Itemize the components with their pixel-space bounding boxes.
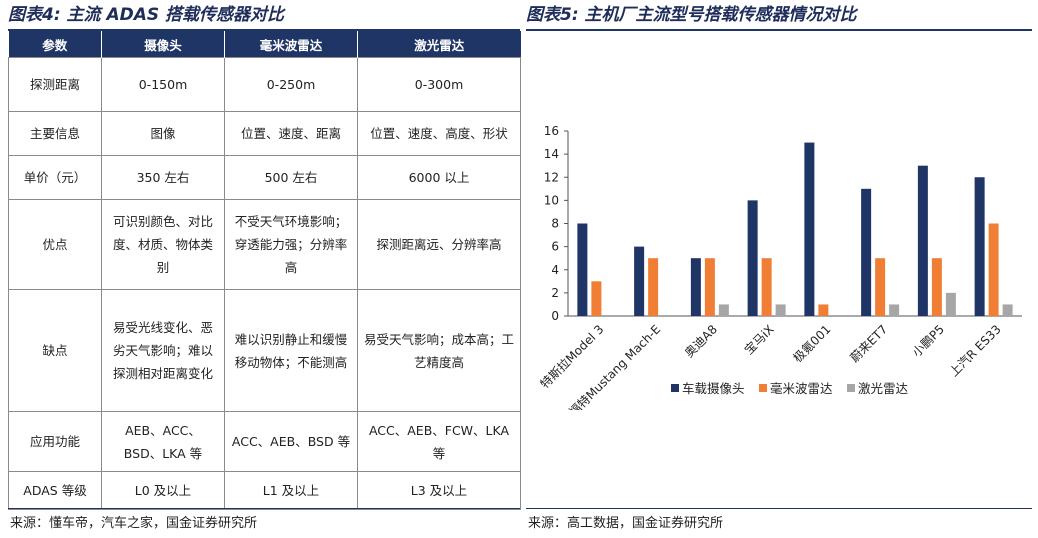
table-row: ADAS 等级 L0 及以上 L1 及以上 L3 及以上 — [8, 471, 521, 510]
header-param: 参数 — [8, 31, 102, 58]
bar — [648, 258, 659, 316]
y-tick-label: 8 — [551, 217, 559, 231]
x-tick-label: 奥迪A8 — [682, 322, 720, 360]
cell-camera: AEB、ACC、BSD、LKA 等 — [101, 411, 225, 472]
bar — [804, 142, 815, 316]
legend-swatch — [759, 384, 767, 392]
bar — [634, 246, 645, 316]
legend-label: 车载摄像头 — [682, 381, 745, 396]
cell-lidar: L3 及以上 — [357, 471, 521, 510]
bar — [931, 258, 942, 316]
bar — [775, 304, 786, 316]
sensor-comparison-table: 参数 摄像头 毫米波雷达 激光雷达 探测距离 0-150m 0-250m 0-3… — [8, 31, 521, 510]
x-tick-label: 极氪001 — [790, 322, 834, 366]
cell-camera: 0-150m — [101, 57, 225, 112]
row-label-info: 主要信息 — [8, 111, 102, 156]
row-label-functions: 应用功能 — [8, 411, 102, 472]
left-figure-title: 图表4: 主流 ADAS 搭载传感器对比 — [8, 5, 285, 25]
left-source-note: 来源：懂车帝，汽车之家，国金证券研究所 — [10, 516, 258, 531]
bar — [917, 165, 928, 316]
cell-camera: 易受光线变化、恶劣天气影响；难以探测相对距离变化 — [101, 289, 225, 412]
cell-lidar: ACC、AEB、FCW、LKA 等 — [357, 411, 521, 472]
bar — [875, 258, 886, 316]
legend-label: 激光雷达 — [858, 381, 909, 396]
cell-mmwave: 0-250m — [224, 57, 358, 112]
row-label-range: 探测距离 — [8, 57, 102, 112]
y-tick-label: 10 — [544, 193, 559, 207]
cell-mmwave: ACC、AEB、BSD 等 — [224, 411, 358, 472]
right-source-note: 来源：高工数据，国金证券研究所 — [528, 516, 724, 531]
y-tick-label: 6 — [551, 240, 559, 254]
cell-lidar: 易受天气影响；成本高；工艺精度高 — [357, 289, 521, 412]
row-label-cons: 缺点 — [8, 289, 102, 412]
cell-lidar: 位置、速度、高度、形状 — [357, 111, 521, 156]
cell-mmwave: 难以识别静止和缓慢移动物体；不能测高 — [224, 289, 358, 412]
x-tick-label: 福特Mustang Mach-E — [566, 322, 664, 410]
bar — [690, 258, 701, 316]
y-tick-label: 0 — [551, 309, 559, 323]
bar — [761, 258, 772, 316]
cell-camera: 可识别颜色、对比度、材质、物体类别 — [101, 199, 225, 290]
x-tick-label: 小鹏P5 — [910, 322, 947, 359]
table-row: 应用功能 AEB、ACC、BSD、LKA 等 ACC、AEB、BSD 等 ACC… — [8, 411, 521, 472]
cell-lidar: 0-300m — [357, 57, 521, 112]
y-tick-label: 4 — [551, 263, 559, 277]
bar — [988, 223, 999, 316]
y-tick-label: 12 — [544, 170, 559, 184]
table-row: 主要信息 图像 位置、速度、距离 位置、速度、高度、形状 — [8, 111, 521, 156]
header-mmwave-radar: 毫米波雷达 — [224, 31, 358, 58]
legend-label: 毫米波雷达 — [770, 381, 833, 396]
row-label-price: 单价（元） — [8, 155, 102, 200]
cell-mmwave: L1 及以上 — [224, 471, 358, 510]
header-camera: 摄像头 — [101, 31, 225, 58]
legend-swatch — [671, 384, 679, 392]
y-tick-label: 16 — [544, 124, 559, 138]
x-tick-label: 蔚来ET7 — [847, 322, 890, 365]
row-label-adas-level: ADAS 等级 — [8, 471, 102, 510]
cell-mmwave: 500 左右 — [224, 155, 358, 200]
cell-mmwave: 不受天气环境影响；穿透能力强；分辨率高 — [224, 199, 358, 290]
row-label-pros: 优点 — [8, 199, 102, 290]
cell-camera: 350 左右 — [101, 155, 225, 200]
bar — [577, 223, 588, 316]
x-tick-label: 宝马iX — [742, 322, 777, 357]
bar — [1002, 304, 1013, 316]
bar — [718, 304, 729, 316]
bar — [747, 200, 758, 316]
bar — [704, 258, 715, 316]
y-tick-label: 14 — [544, 147, 559, 161]
cell-camera: 图像 — [101, 111, 225, 156]
cell-lidar: 6000 以上 — [357, 155, 521, 200]
table-row: 缺点 易受光线变化、恶劣天气影响；难以探测相对距离变化 难以识别静止和缓慢移动物… — [8, 289, 521, 412]
right-figure-title: 图表5: 主机厂主流型号搭载传感器情况对比 — [526, 5, 857, 25]
table-row: 探测距离 0-150m 0-250m 0-300m — [8, 57, 521, 112]
right-bottom-rule — [526, 508, 1032, 509]
table-row: 优点 可识别颜色、对比度、材质、物体类别 不受天气环境影响；穿透能力强；分辨率高… — [8, 199, 521, 290]
cell-camera: L0 及以上 — [101, 471, 225, 510]
y-tick-label: 2 — [551, 286, 559, 300]
bar — [945, 292, 956, 316]
legend-swatch — [847, 384, 855, 392]
table-header-row: 参数 摄像头 毫米波雷达 激光雷达 — [8, 31, 521, 58]
left-title-rule — [8, 29, 520, 31]
x-tick-label: 上汽R ES33 — [946, 322, 1004, 380]
bar — [974, 177, 985, 316]
right-title-rule — [526, 29, 1032, 31]
bar — [591, 281, 602, 316]
left-bottom-rule — [8, 508, 520, 509]
cell-mmwave: 位置、速度、距离 — [224, 111, 358, 156]
bar — [818, 304, 829, 316]
bar — [889, 304, 900, 316]
table-row: 单价（元） 350 左右 500 左右 6000 以上 — [8, 155, 521, 200]
header-lidar: 激光雷达 — [357, 31, 521, 58]
cell-lidar: 探测距离远、分辨率高 — [357, 199, 521, 290]
bar — [861, 188, 872, 316]
